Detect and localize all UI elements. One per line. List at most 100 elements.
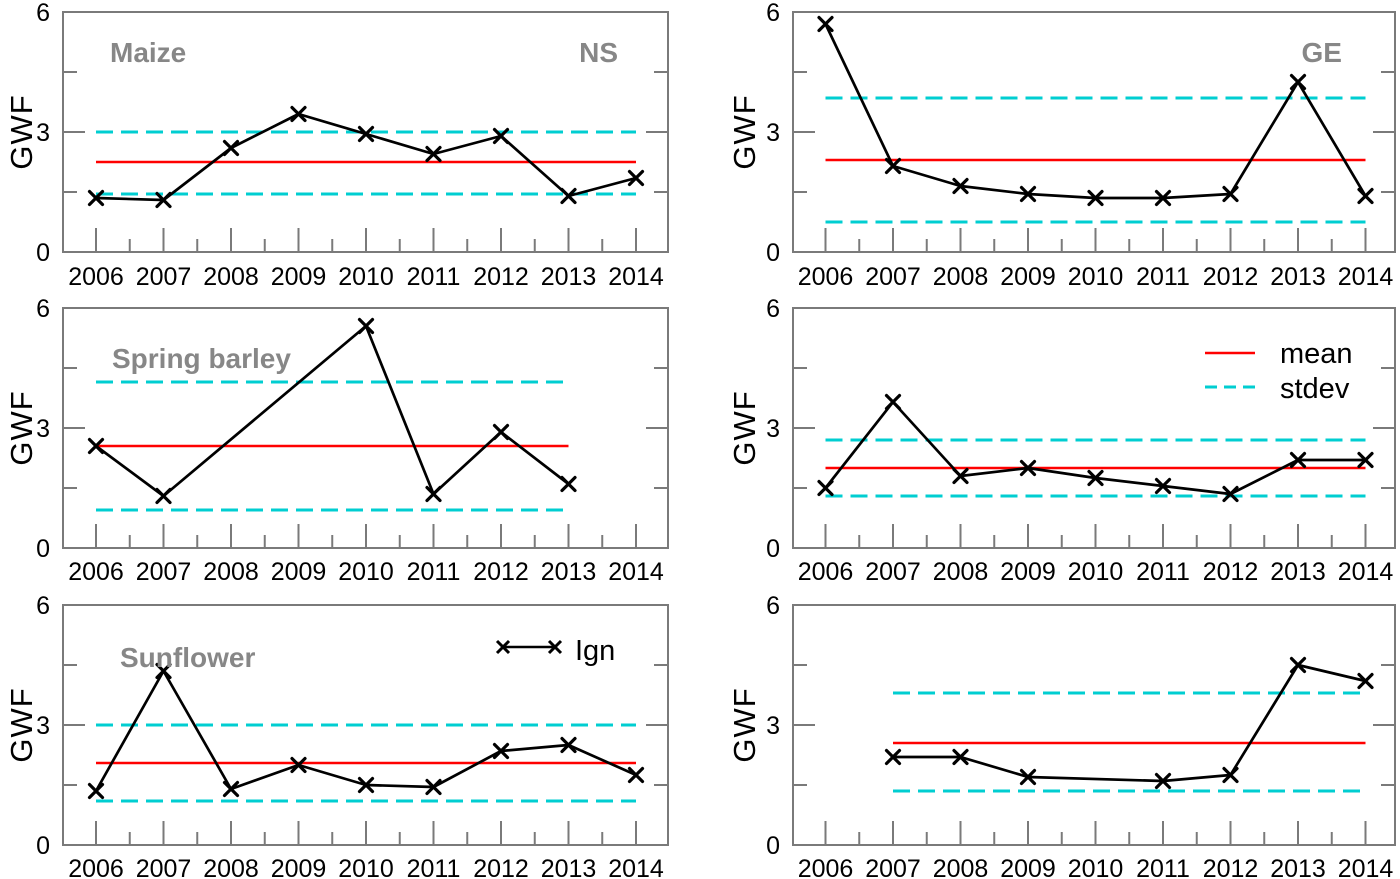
data-marker-x (1289, 73, 1307, 91)
data-marker-x (222, 780, 240, 798)
x-tick-label: 2010 (338, 855, 394, 879)
x-tick-label: 2013 (1270, 855, 1326, 879)
x-tick-label: 2014 (608, 855, 664, 879)
x-tick-label: 2007 (136, 263, 192, 291)
data-marker-x (357, 317, 375, 335)
data-marker-x (1357, 451, 1374, 469)
y-tick-label: 3 (36, 712, 50, 740)
x-tick-label: 2006 (68, 263, 124, 291)
panel-maize-ns: 2006 2007 2008 2009 2010 2011 2012 2013 2014 0 3 6 (36, 0, 669, 291)
x-tick-label: 2009 (271, 558, 327, 586)
data-marker-x (357, 125, 375, 143)
x-tick-label: 2008 (933, 558, 989, 586)
x-tick-label: 2010 (338, 558, 394, 586)
x-tick-label: 2009 (1000, 263, 1056, 291)
y-tick-label: 6 (36, 592, 50, 620)
labels-layer: GWF GWF GWF GWF GWF GWF Maize NS GE Spri… (4, 37, 1353, 763)
x-tick-label: 2010 (338, 263, 394, 291)
data-marker-x (425, 778, 442, 796)
x-tick-label: 2006 (68, 855, 124, 879)
y-axis-title: GWF (727, 94, 762, 169)
data-marker-x (627, 766, 645, 784)
x-tick-label: 2013 (1270, 263, 1326, 291)
data-marker-x (560, 475, 577, 493)
data-marker-x (87, 437, 105, 455)
plot-border (792, 604, 1396, 846)
y-tick-label: 3 (766, 119, 780, 147)
x-tick-label: 2011 (1136, 263, 1190, 291)
y-axis-title: GWF (727, 390, 762, 465)
x-tick-label: 2011 (1136, 558, 1190, 586)
x-tick-label: 2007 (136, 558, 192, 586)
x-tick-label: 2014 (1338, 855, 1394, 879)
x-tick-label: 2013 (541, 558, 597, 586)
data-marker-x (1154, 772, 1172, 790)
x-tick-label: 2010 (1068, 558, 1124, 586)
x-tick-label: 2011 (407, 855, 461, 879)
data-marker-x (817, 15, 834, 33)
x-tick-label: 2012 (473, 263, 529, 291)
data-marker-x (952, 177, 969, 195)
panel-spring-barley-ns: 2006 2007 2008 2009 2010 2011 2012 2013 2014 0 3 6 (36, 295, 669, 586)
legend-ign-label: Ign (575, 635, 615, 667)
x-tick-label: 2009 (1000, 558, 1056, 586)
panel-spring-barley-ge: 2006 2007 2008 2009 2010 2011 2012 2013 2014 0 3 6 (766, 295, 1396, 586)
x-tick-label: 2010 (1068, 263, 1124, 291)
x-tick-label: 2009 (271, 855, 327, 879)
x-tick-label: 2012 (473, 855, 529, 879)
data-marker-x (560, 187, 577, 205)
y-tick-label: 3 (766, 415, 780, 443)
data-marker-x (1019, 185, 1037, 203)
y-tick-label: 0 (766, 239, 780, 267)
y-tick-label: 6 (766, 295, 780, 323)
y-axis-title: GWF (4, 94, 39, 169)
data-marker-x (425, 145, 442, 163)
y-tick-label: 0 (766, 832, 780, 860)
x-tick-label: 2011 (407, 263, 461, 291)
x-tick-label: 2007 (136, 855, 192, 879)
y-tick-label: 3 (36, 119, 50, 147)
data-marker-x (1289, 451, 1307, 469)
x-tick-label: 2009 (271, 263, 327, 291)
data-marker-x (290, 105, 307, 123)
series-line-ign (95, 324, 570, 498)
x-tick-label: 2008 (203, 855, 259, 879)
y-tick-label: 0 (36, 535, 50, 563)
data-marker-x (1357, 672, 1374, 690)
x-tick-label: 2014 (608, 558, 664, 586)
region-label-ge: GE (1302, 37, 1342, 68)
data-marker-x (87, 189, 105, 207)
data-marker-x (87, 782, 105, 800)
x-tick-label: 2012 (473, 558, 529, 586)
data-marker-x (1019, 768, 1037, 786)
data-marker-x (817, 479, 834, 497)
y-tick-label: 3 (766, 712, 780, 740)
x-tick-label: 2013 (541, 855, 597, 879)
y-tick-label: 0 (766, 535, 780, 563)
y-tick-label: 6 (36, 0, 50, 27)
data-marker-x (425, 485, 442, 503)
data-marker-x (492, 423, 510, 441)
y-tick-label: 6 (36, 295, 50, 323)
data-marker-x (884, 393, 902, 411)
x-tick-label: 2010 (1068, 855, 1124, 879)
data-marker-x (1222, 766, 1239, 784)
data-marker-x (222, 139, 240, 157)
series-line-ign (94, 669, 637, 792)
region-label-ns: NS (579, 37, 618, 68)
data-marker-x (1087, 469, 1104, 487)
panel-sunflower-ns: 2006 2007 2008 2009 2010 2011 2012 2013 2014 0 3 6 (36, 592, 669, 879)
data-marker-x (884, 157, 902, 175)
crop-label-maize: Maize (110, 37, 186, 68)
data-marker-x (627, 169, 645, 187)
series-line-ign (95, 112, 637, 202)
x-tick-label: 2006 (798, 558, 854, 586)
x-tick-label: 2013 (1270, 558, 1326, 586)
data-marker-x (357, 776, 375, 794)
data-marker-x (1087, 189, 1104, 207)
x-tick-label: 2006 (68, 558, 124, 586)
y-axis-title: GWF (4, 687, 39, 762)
x-tick-label: 2006 (798, 855, 854, 879)
x-tick-label: 2008 (203, 263, 259, 291)
